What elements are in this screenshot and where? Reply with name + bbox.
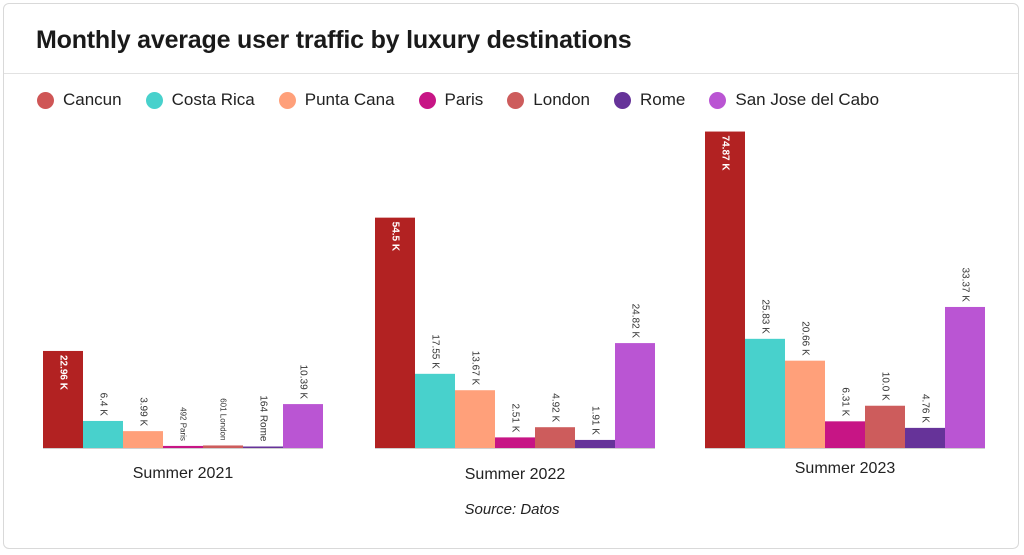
legend-label: Paris [444, 90, 484, 109]
bar [825, 421, 865, 448]
bar [83, 420, 123, 448]
category-label: Summer 2023 [795, 460, 896, 477]
bar [203, 445, 243, 448]
data-label: 10.0 K [880, 372, 891, 401]
bar [945, 306, 985, 448]
data-label: 20.66 K [800, 321, 811, 356]
legend-swatch [709, 91, 727, 109]
data-label: 601 London [219, 398, 228, 440]
bar [615, 343, 655, 448]
bar [535, 427, 575, 448]
data-label: 6.4 K [98, 393, 109, 417]
legend-item-paris[interactable]: Paris [418, 90, 484, 110]
data-label: 1.91 K [590, 406, 601, 435]
data-label: 13.67 K [470, 351, 481, 386]
chart-source: Source: Datos [464, 501, 560, 518]
data-label: 74.87 K [720, 136, 731, 172]
legend-swatch [614, 91, 632, 109]
bar [455, 390, 495, 448]
bar [575, 439, 615, 448]
legend-swatch [507, 91, 525, 109]
data-label: 6.31 K [840, 387, 851, 416]
data-label: 2.51 K [510, 403, 521, 432]
chart-legend: Cancun Costa Rica Punta Cana Paris London Rom… [37, 90, 903, 110]
bar [415, 373, 455, 448]
legend-item-london[interactable]: London [507, 90, 590, 110]
legend-swatch [278, 91, 296, 109]
legend-label: London [533, 90, 591, 109]
legend-swatch [37, 91, 54, 109]
category-label: Summer 2022 [465, 466, 566, 483]
data-label: 54.5 K [390, 222, 401, 252]
bar [123, 431, 163, 448]
bar [495, 437, 535, 448]
bar [283, 404, 323, 448]
data-label: 17.55 K [430, 334, 441, 369]
chart-card: Monthly average user traffic by luxury d… [3, 3, 1019, 549]
legend-item-costa-rica[interactable]: Costa Rica [145, 90, 255, 110]
legend-label: Cancun [63, 90, 122, 109]
data-label: 33.37 K [960, 267, 971, 302]
bar [865, 405, 905, 448]
legend-label: San Jose del Cabo [735, 90, 880, 109]
legend-label: Rome [640, 90, 686, 109]
bar [905, 427, 945, 448]
bar [705, 131, 745, 448]
data-label: 22.96 K [58, 355, 69, 391]
legend-swatch [418, 91, 436, 109]
data-label: 24.82 K [630, 304, 641, 339]
data-label: 164 Rome [258, 395, 269, 442]
legend-item-cancun[interactable]: Cancun [37, 90, 122, 110]
legend-item-punta-cana[interactable]: Punta Cana [278, 90, 395, 110]
bar [785, 360, 825, 448]
legend-label: Punta Cana [304, 90, 395, 109]
data-label: 10.39 K [298, 365, 309, 400]
bar [163, 445, 203, 448]
legend-swatch [145, 91, 163, 109]
data-label: 492 Paris [179, 407, 188, 441]
bar [243, 446, 283, 448]
legend-label: Costa Rica [171, 90, 255, 109]
data-label: 25.83 K [760, 299, 771, 334]
data-label: 4.92 K [550, 393, 561, 422]
legend-item-san-jose-del-cabo[interactable]: San Jose del Cabo [709, 90, 879, 110]
title-divider [4, 73, 1018, 74]
bar [745, 338, 785, 448]
bar [375, 217, 415, 448]
legend-item-rome[interactable]: Rome [614, 90, 685, 110]
data-label: 3.99 K [138, 397, 149, 426]
data-label: 4.76 K [920, 394, 931, 423]
category-label: Summer 2021 [133, 465, 234, 482]
chart-title: Monthly average user traffic by luxury d… [36, 26, 632, 54]
bar [43, 350, 83, 448]
